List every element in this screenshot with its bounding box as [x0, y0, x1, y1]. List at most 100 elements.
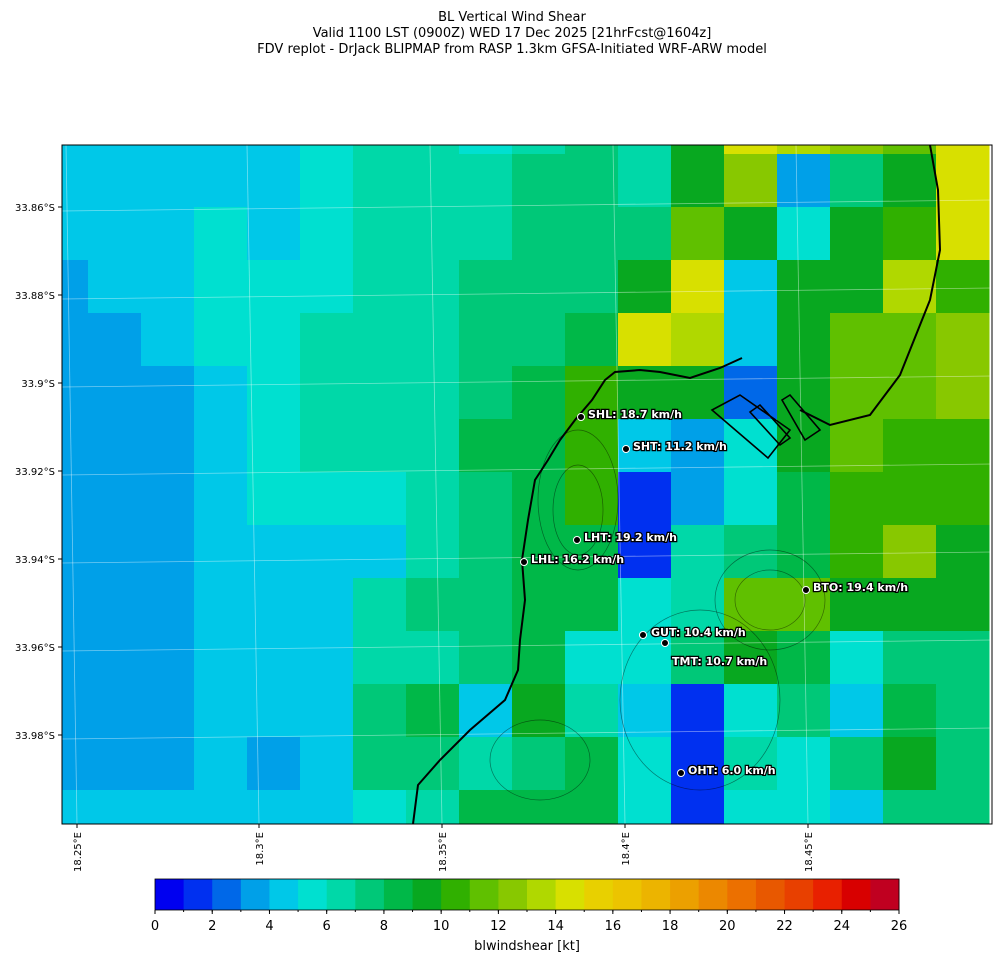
colorbar-tick-label: 16: [605, 919, 622, 934]
grid-cell: [247, 419, 301, 473]
lat-label: 33.92°S: [15, 467, 55, 478]
grid-cell: [141, 578, 195, 632]
grid-cell: [565, 145, 619, 155]
grid-cell: [512, 578, 566, 632]
grid-cell: [724, 154, 778, 208]
grid-cell: [724, 631, 778, 685]
grid-cell: [830, 525, 884, 579]
grid-cell: [830, 260, 884, 314]
grid-cell: [300, 472, 354, 526]
grid-cell: [671, 737, 725, 791]
grid-cell: [565, 366, 619, 420]
grid-cell: [724, 313, 778, 367]
grid-cell: [459, 145, 513, 155]
grid-cell: [194, 366, 248, 420]
lat-label: 33.94°S: [15, 555, 55, 566]
colorbar-swatch: [441, 879, 471, 910]
grid-cell: [671, 260, 725, 314]
grid-cell: [62, 145, 89, 155]
grid-cell: [936, 145, 990, 155]
grid-cell: [618, 684, 672, 738]
colorbar-swatch: [383, 879, 413, 910]
grid-cell: [194, 419, 248, 473]
grid-cell: [936, 260, 990, 314]
grid-cell: [194, 737, 248, 791]
grid-cell: [300, 154, 354, 208]
grid-cell: [777, 207, 831, 261]
grid-cell: [406, 737, 460, 791]
grid-cell: [88, 525, 142, 579]
grid-cell: [724, 525, 778, 579]
grid-cell: [353, 260, 407, 314]
station-label: LHT: 19.2 km/h: [584, 531, 677, 544]
lon-label: 18.4°E: [621, 832, 632, 866]
grid-cell: [618, 578, 672, 632]
station-dot: [639, 631, 647, 639]
grid-cell: [247, 631, 301, 685]
grid-cell: [883, 631, 937, 685]
grid-cell: [618, 207, 672, 261]
colorbar-tick-label: 18: [662, 919, 679, 934]
grid-cell: [936, 366, 990, 420]
grid-cell: [300, 207, 354, 261]
grid-cell: [883, 578, 937, 632]
colorbar-tick-label: 10: [433, 919, 450, 934]
source: FDV replot - DrJack BLIPMAP from RASP 1.…: [257, 42, 767, 57]
grid-cell: [830, 419, 884, 473]
grid-cell: [62, 313, 89, 367]
grid-cell: [724, 145, 778, 155]
grid-cell: [618, 313, 672, 367]
grid-cell: [671, 145, 725, 155]
grid-cell: [247, 260, 301, 314]
grid-cell: [777, 313, 831, 367]
grid-cell: [247, 145, 301, 155]
grid-cell: [406, 578, 460, 632]
colorbar-tick-label: 4: [265, 919, 273, 934]
colorbar-tick-label: 12: [490, 919, 507, 934]
grid-cell: [671, 578, 725, 632]
grid-cell: [512, 684, 566, 738]
grid-cell: [883, 207, 937, 261]
grid-cell: [936, 207, 990, 261]
station-label: SHL: 18.7 km/h: [588, 408, 682, 421]
colorbar-swatch: [870, 879, 900, 910]
grid-cell: [883, 154, 937, 208]
grid-cell: [62, 366, 89, 420]
colorbar-swatch: [498, 879, 528, 910]
grid-cell: [247, 578, 301, 632]
grid-cell: [512, 154, 566, 208]
grid-cell: [353, 207, 407, 261]
subtitle: Valid 1100 LST (0900Z) WED 17 Dec 2025 […: [313, 26, 712, 41]
graticule: [62, 145, 992, 824]
grid-cell: [141, 154, 195, 208]
map-overlay: [62, 145, 992, 824]
grid-cell: [62, 154, 89, 208]
colorbar-swatch: [555, 879, 585, 910]
lon-label: 18.35°E: [438, 832, 449, 872]
grid-cell: [406, 419, 460, 473]
grid-cell: [353, 737, 407, 791]
grid-cell: [353, 578, 407, 632]
grid-cell: [300, 578, 354, 632]
grid-cell: [141, 145, 195, 155]
grid-cell: [300, 525, 354, 579]
grid-cell: [671, 313, 725, 367]
colorbar: 0 2 4 6 8 10 12 14 16 18 20 22 24 26: [151, 878, 907, 934]
grid-cell: [406, 207, 460, 261]
grid-cell: [88, 737, 142, 791]
grid-cell: [459, 313, 513, 367]
grid-cell: [88, 313, 142, 367]
colorbar-swatch: [412, 879, 442, 910]
grid-cell: [459, 525, 513, 579]
colorbar-tick-label: 24: [833, 919, 850, 934]
grid-cell: [300, 366, 354, 420]
grid-cell: [62, 207, 89, 261]
grid-cell: [247, 313, 301, 367]
grid-cell: [406, 684, 460, 738]
grid-cell: [724, 260, 778, 314]
grid-cell: [247, 207, 301, 261]
grid-cell: [565, 684, 619, 738]
grid-cell: [618, 525, 672, 579]
labels: 33.86°S 33.88°S 33.9°S 33.92°S 33.94°S 33.96°…: [15, 203, 909, 872]
grid-cell: [777, 737, 831, 791]
